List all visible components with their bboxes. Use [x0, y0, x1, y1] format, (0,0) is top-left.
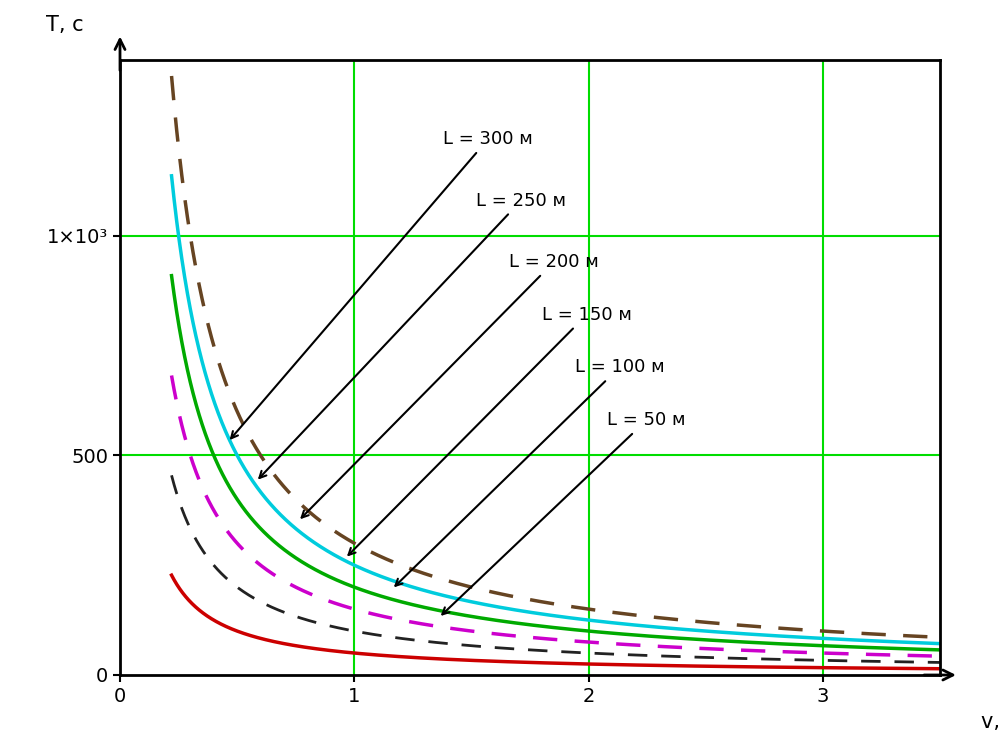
Text: L = 250 м: L = 250 м	[259, 191, 566, 478]
Text: v, м/с: v, м/с	[981, 712, 1000, 732]
Text: T, с: T, с	[46, 16, 84, 35]
Text: L = 100 м: L = 100 м	[395, 358, 664, 586]
Text: L = 150 м: L = 150 м	[349, 306, 632, 555]
Text: L = 300 м: L = 300 м	[231, 130, 533, 438]
Text: L = 50 м: L = 50 м	[442, 411, 686, 614]
Text: L = 200 м: L = 200 м	[302, 253, 599, 518]
